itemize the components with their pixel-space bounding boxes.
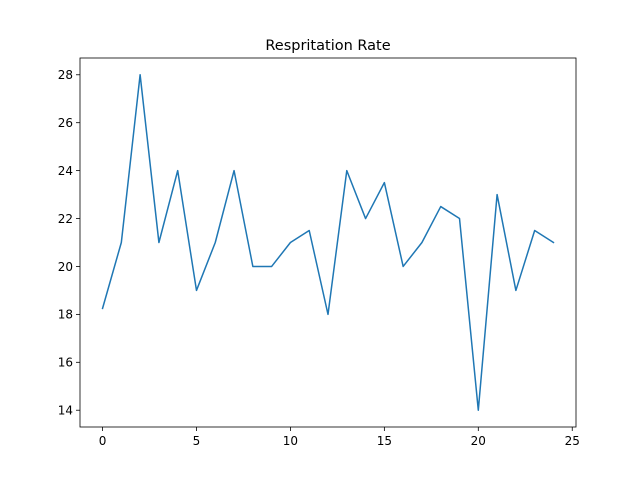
y-tick-label-20: 20 xyxy=(58,260,73,274)
x-tick-label-10: 10 xyxy=(283,434,298,448)
x-tick-label-15: 15 xyxy=(377,434,392,448)
series-line-0 xyxy=(101,74,555,411)
x-tick-label-20: 20 xyxy=(471,434,486,448)
y-tick-label-28: 28 xyxy=(58,68,73,82)
chart-title: Respritation Rate xyxy=(265,38,390,54)
plot-area: 0 5 10 15 20 25 14 16 18 20 22 24 26 28 xyxy=(58,57,580,448)
y-tick-label-24: 24 xyxy=(58,164,73,178)
y-tick-label-22: 22 xyxy=(58,212,73,226)
y-tick-label-14: 14 xyxy=(58,404,73,418)
x-tick-label-25: 25 xyxy=(565,434,580,448)
y-tick-label-18: 18 xyxy=(58,308,73,322)
x-tick-label-5: 5 xyxy=(193,434,201,448)
axes-frame xyxy=(79,57,577,428)
x-tick-label-0: 0 xyxy=(99,434,107,448)
y-tick-label-16: 16 xyxy=(58,356,73,370)
y-tick-label-26: 26 xyxy=(58,116,73,130)
